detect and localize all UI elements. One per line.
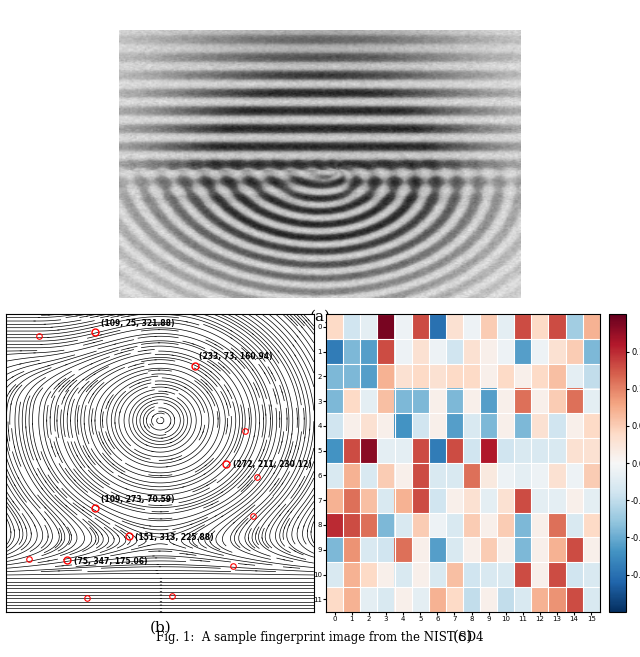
FancyArrowPatch shape xyxy=(306,320,307,321)
FancyArrowPatch shape xyxy=(271,373,272,374)
FancyArrowPatch shape xyxy=(19,522,20,523)
FancyArrowPatch shape xyxy=(44,518,45,520)
FancyArrowPatch shape xyxy=(83,510,84,511)
FancyArrowPatch shape xyxy=(88,466,89,467)
FancyArrowPatch shape xyxy=(105,496,106,497)
FancyArrowPatch shape xyxy=(298,319,299,320)
FancyArrowPatch shape xyxy=(246,522,248,524)
FancyArrowPatch shape xyxy=(72,380,74,381)
Text: (a): (a) xyxy=(310,310,330,324)
FancyArrowPatch shape xyxy=(295,340,296,342)
FancyArrowPatch shape xyxy=(83,507,84,508)
FancyArrowPatch shape xyxy=(264,373,265,374)
FancyArrowPatch shape xyxy=(211,504,212,505)
FancyArrowPatch shape xyxy=(63,386,64,387)
FancyArrowPatch shape xyxy=(275,484,276,485)
FancyArrowPatch shape xyxy=(268,525,269,526)
FancyArrowPatch shape xyxy=(96,532,97,533)
Text: (109, 25, 321.88): (109, 25, 321.88) xyxy=(101,319,175,328)
Text: (109, 273, 70.59): (109, 273, 70.59) xyxy=(101,495,175,504)
FancyArrowPatch shape xyxy=(247,485,248,486)
FancyArrowPatch shape xyxy=(129,537,130,538)
FancyArrowPatch shape xyxy=(14,484,15,486)
FancyArrowPatch shape xyxy=(16,386,17,387)
FancyArrowPatch shape xyxy=(88,456,90,457)
FancyArrowPatch shape xyxy=(59,386,60,387)
FancyArrowPatch shape xyxy=(215,344,216,345)
FancyArrowPatch shape xyxy=(282,483,283,484)
Text: (233, 73, 160.94): (233, 73, 160.94) xyxy=(199,352,273,361)
FancyArrowPatch shape xyxy=(152,416,154,417)
FancyArrowPatch shape xyxy=(278,351,279,352)
FancyArrowPatch shape xyxy=(45,507,46,509)
FancyArrowPatch shape xyxy=(303,322,305,323)
FancyArrowPatch shape xyxy=(295,355,296,356)
FancyArrowPatch shape xyxy=(66,505,67,507)
FancyArrowPatch shape xyxy=(221,516,223,517)
FancyArrowPatch shape xyxy=(298,516,299,518)
FancyArrowPatch shape xyxy=(297,336,298,337)
FancyArrowPatch shape xyxy=(289,524,290,526)
FancyArrowPatch shape xyxy=(287,510,289,512)
FancyArrowPatch shape xyxy=(301,327,303,328)
FancyArrowPatch shape xyxy=(90,386,92,387)
FancyArrowPatch shape xyxy=(18,478,19,479)
FancyArrowPatch shape xyxy=(82,387,83,388)
FancyArrowPatch shape xyxy=(31,512,32,514)
FancyArrowPatch shape xyxy=(291,511,292,512)
FancyArrowPatch shape xyxy=(291,319,292,320)
FancyArrowPatch shape xyxy=(63,524,64,525)
FancyArrowPatch shape xyxy=(299,485,300,486)
FancyArrowPatch shape xyxy=(212,365,214,366)
FancyArrowPatch shape xyxy=(101,534,102,535)
FancyArrowPatch shape xyxy=(274,472,275,474)
FancyArrowPatch shape xyxy=(36,474,37,475)
FancyArrowPatch shape xyxy=(186,534,187,535)
FancyArrowPatch shape xyxy=(91,363,92,364)
Text: (272, 211, 230.12): (272, 211, 230.12) xyxy=(233,461,312,469)
Text: (b): (b) xyxy=(149,621,171,635)
FancyArrowPatch shape xyxy=(70,386,71,387)
FancyArrowPatch shape xyxy=(12,376,13,377)
FancyArrowPatch shape xyxy=(299,331,300,332)
FancyArrowPatch shape xyxy=(64,397,65,398)
FancyArrowPatch shape xyxy=(57,487,58,488)
FancyArrowPatch shape xyxy=(103,442,104,444)
FancyArrowPatch shape xyxy=(80,466,81,468)
FancyArrowPatch shape xyxy=(293,345,294,346)
FancyArrowPatch shape xyxy=(83,379,84,380)
FancyArrowPatch shape xyxy=(74,480,76,481)
FancyArrowPatch shape xyxy=(122,473,123,474)
FancyArrowPatch shape xyxy=(13,501,14,503)
FancyArrowPatch shape xyxy=(42,488,43,489)
FancyArrowPatch shape xyxy=(230,330,232,331)
FancyArrowPatch shape xyxy=(236,531,237,532)
FancyArrowPatch shape xyxy=(113,464,114,465)
FancyArrowPatch shape xyxy=(223,367,225,368)
FancyArrowPatch shape xyxy=(184,387,186,388)
FancyArrowPatch shape xyxy=(210,371,212,373)
Text: (75, 347, 175.06): (75, 347, 175.06) xyxy=(74,556,147,566)
FancyArrowPatch shape xyxy=(278,505,280,507)
FancyArrowPatch shape xyxy=(171,438,172,439)
FancyArrowPatch shape xyxy=(308,319,309,321)
FancyArrowPatch shape xyxy=(210,541,211,543)
FancyArrowPatch shape xyxy=(207,485,208,486)
FancyArrowPatch shape xyxy=(205,465,206,466)
Text: (151, 313, 225.88): (151, 313, 225.88) xyxy=(135,533,214,541)
FancyArrowPatch shape xyxy=(248,476,249,478)
Text: (c): (c) xyxy=(452,629,473,644)
FancyArrowPatch shape xyxy=(205,375,207,376)
Text: Fig. 1:  A sample fingerprint image from the NIST SD4: Fig. 1: A sample fingerprint image from … xyxy=(156,631,484,644)
FancyArrowPatch shape xyxy=(246,352,248,353)
FancyArrowPatch shape xyxy=(252,369,253,371)
FancyArrowPatch shape xyxy=(45,481,46,482)
FancyArrowPatch shape xyxy=(221,492,223,493)
FancyArrowPatch shape xyxy=(170,422,171,424)
FancyArrowPatch shape xyxy=(108,401,109,403)
FancyArrowPatch shape xyxy=(207,392,208,393)
